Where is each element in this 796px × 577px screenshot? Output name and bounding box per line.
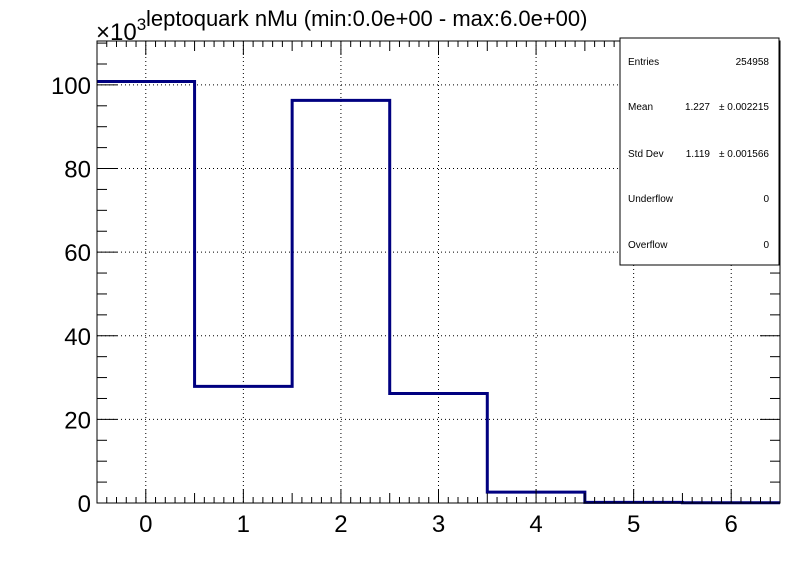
x-tick-label: 2 <box>334 511 347 538</box>
axis-ticks <box>96 41 781 504</box>
y-tick-label: 0 <box>78 491 91 518</box>
x-tick-label: 1 <box>237 511 250 538</box>
stats-value: 1.227 <box>685 102 710 113</box>
y-tick-labels: 0 20 40 60 80 100 <box>51 73 91 518</box>
stats-label: Underflow <box>628 194 674 205</box>
y-tick-label: 100 <box>51 73 91 100</box>
stats-label: Std Dev <box>628 149 664 160</box>
stats-label: Entries <box>628 57 659 68</box>
y-tick-label: 40 <box>64 324 91 351</box>
stats-label: Overflow <box>628 240 668 251</box>
x-tick-label: 3 <box>432 511 445 538</box>
stats-box-frame <box>619 37 780 266</box>
x-tick-label: 6 <box>725 511 738 538</box>
stats-value: 0 <box>763 194 769 205</box>
x-tick-label: 4 <box>529 511 542 538</box>
stats-label: Mean <box>628 102 653 113</box>
x-tick-label: 0 <box>139 511 152 538</box>
y-tick-label: 80 <box>64 157 91 184</box>
stats-error: ± 0.001566 <box>719 149 769 160</box>
stats-value: 0 <box>763 240 769 251</box>
y-tick-label: 20 <box>64 407 91 434</box>
y-multiplier: ×103 <box>96 15 146 46</box>
x-tick-label: 5 <box>627 511 640 538</box>
stats-value: 1.119 <box>686 149 711 160</box>
histogram-line <box>97 80 780 505</box>
stats-box: Entries 254958 Mean 1.227 ± 0.002215 Std Dev 1… <box>619 37 780 266</box>
stats-error: ± 0.002215 <box>719 102 769 113</box>
chart-title: leptoquark nMu (min:0.0e+00 - max:6.0e+0… <box>146 6 587 31</box>
stats-value: 254958 <box>736 57 770 68</box>
x-tick-labels: 0 1 2 3 4 5 6 <box>139 511 738 538</box>
y-tick-label: 60 <box>64 240 91 267</box>
